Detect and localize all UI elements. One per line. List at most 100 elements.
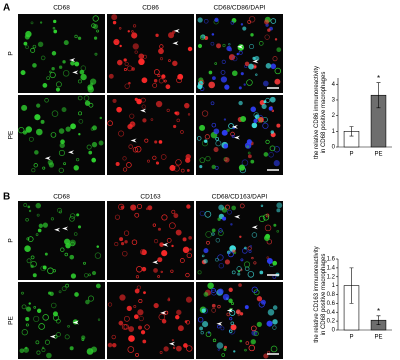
cell [242,26,247,31]
cell [50,302,57,309]
cell [133,304,137,308]
cell [270,18,277,24]
cell [112,98,117,104]
cell [211,232,215,236]
cell [128,326,135,332]
cell [240,23,244,26]
arrowhead [172,41,179,46]
x-tick-label: P [349,335,353,341]
cell [140,330,146,335]
cell [276,229,280,233]
cell [96,29,100,33]
cell [247,19,252,24]
cell [185,296,192,303]
y-tick-label: 0.6 [327,301,336,307]
micrograph-cells [20,15,100,93]
cell [189,248,192,251]
cell [266,258,273,264]
cell [159,44,164,49]
cell [206,240,210,245]
cell [247,154,252,159]
cell [197,17,203,23]
cell [70,241,75,247]
cell [231,302,234,305]
cell [94,52,98,56]
cell [171,244,174,248]
cell [276,47,282,53]
cell [69,346,74,351]
cell [92,15,99,22]
cell [70,61,75,66]
cell [157,227,161,231]
cell [134,288,140,294]
cell [18,127,25,134]
y-tick-label: 1.6 [327,257,336,263]
cell [217,254,224,261]
cell [55,318,61,324]
cell [226,128,230,132]
cell [220,70,226,75]
cell [232,56,238,62]
cell [119,44,122,48]
cell [222,43,226,48]
cell [220,76,228,83]
cell [276,208,281,213]
cell [273,160,280,167]
cell [269,96,276,103]
cell [156,162,159,165]
arrowhead [173,28,180,33]
cell [128,81,131,85]
cell [77,225,82,229]
cell [205,155,211,162]
cell [228,298,233,304]
cell [236,266,242,272]
cell [21,304,27,310]
cell [98,140,104,146]
cell [97,318,101,321]
cell [215,238,221,243]
cell [25,30,32,38]
cell [228,54,236,61]
y-axis-label: the relative CD86 immunoreactivityin CD6… [314,66,327,159]
cell [186,252,192,258]
cell [216,43,222,49]
cell [169,164,176,171]
cell [183,343,188,348]
cell [123,315,130,322]
cell [231,205,237,211]
cell [155,33,159,37]
y-tick-label: 1 [332,283,336,289]
cell [73,165,79,171]
cell [269,145,276,152]
cell [235,309,241,315]
cell [218,204,225,211]
cell [91,141,98,148]
column-header: CD68/CD86/DAPI [213,5,265,12]
cell [175,229,182,236]
cell [213,147,219,153]
cell [165,84,171,90]
cell [221,353,226,357]
cell [264,235,270,242]
cell [127,30,130,33]
cell [87,295,95,302]
micrograph-cells [107,97,191,173]
cell [158,313,166,321]
cell [52,26,56,30]
cell [40,265,46,272]
y-tick-label: 4 [332,82,336,88]
cell [134,50,138,54]
cell [228,43,231,46]
cell [157,257,163,263]
cell [39,21,43,24]
y-tick-label: 1 [332,129,336,135]
cell [137,309,144,316]
micrograph [107,14,194,93]
cell [58,65,63,69]
cell [208,70,213,75]
cell [250,33,254,37]
cell [229,329,233,333]
cell [263,100,267,104]
cell [63,162,67,166]
cell [256,321,262,328]
